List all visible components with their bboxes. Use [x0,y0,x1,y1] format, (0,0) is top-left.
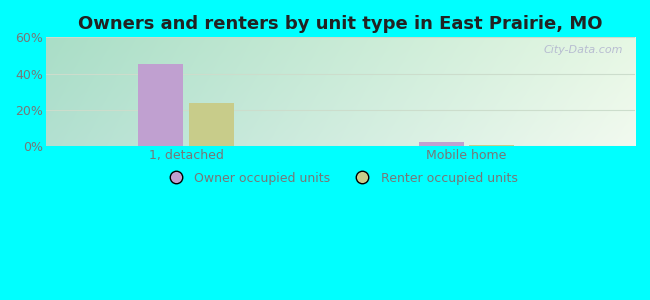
Bar [138,64,183,146]
Bar [419,142,464,146]
Legend: Owner occupied units, Renter occupied units: Owner occupied units, Renter occupied un… [158,167,523,190]
Bar [469,145,514,146]
Text: City-Data.com: City-Data.com [543,45,623,55]
Bar [188,103,234,146]
Title: Owners and renters by unit type in East Prairie, MO: Owners and renters by unit type in East … [78,15,603,33]
